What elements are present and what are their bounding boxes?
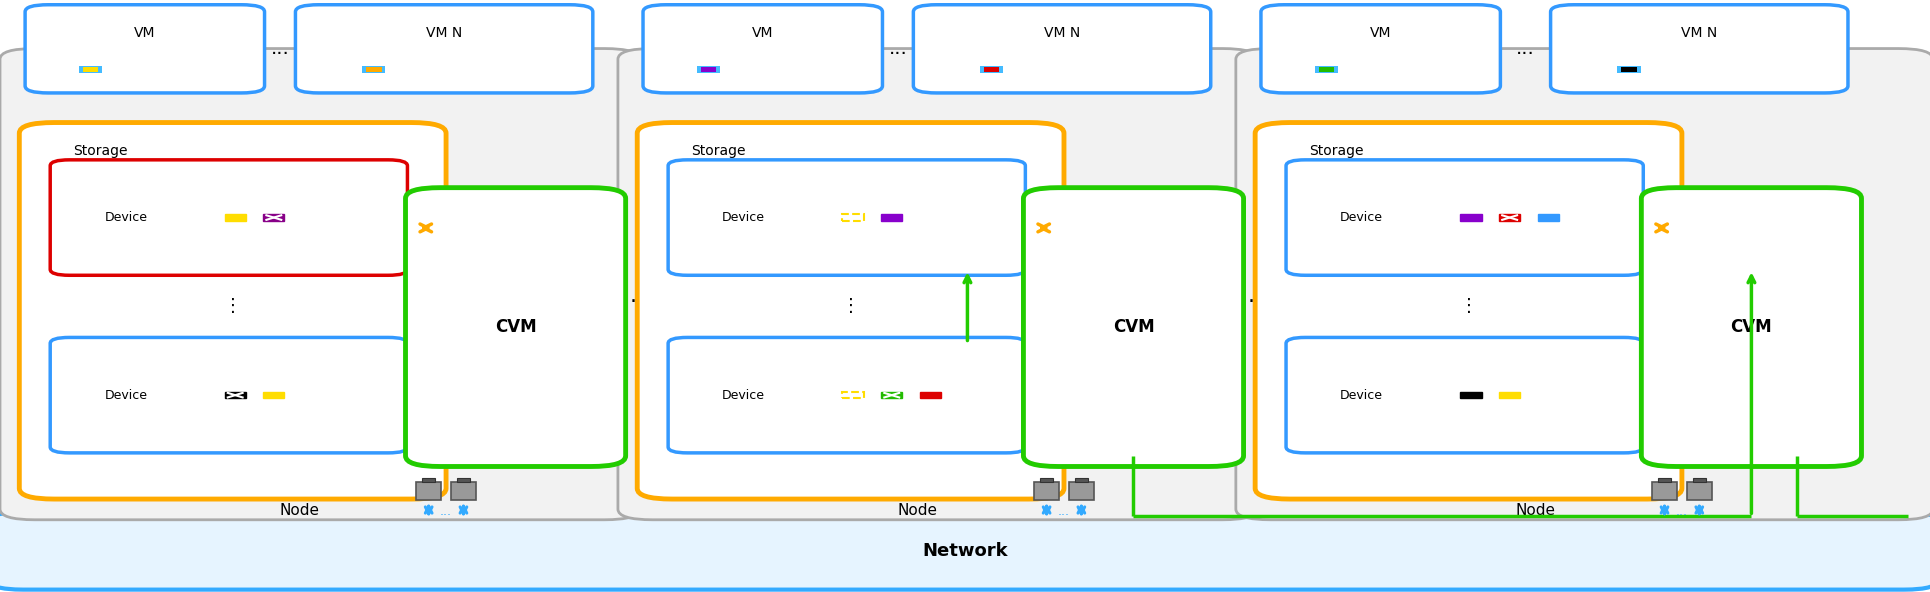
Text: ⋮: ⋮ [1459, 297, 1476, 316]
Bar [1459, 214, 1480, 221]
Bar [1617, 66, 1640, 73]
Text: Node: Node [897, 503, 936, 518]
Text: Device: Device [104, 211, 147, 224]
Bar [1498, 392, 1519, 398]
Text: CVM: CVM [494, 318, 537, 336]
Bar [980, 66, 1004, 73]
FancyBboxPatch shape [50, 337, 407, 453]
Bar [1034, 482, 1060, 500]
Bar [1536, 214, 1558, 221]
FancyBboxPatch shape [0, 512, 1930, 590]
Text: Device: Device [1339, 211, 1382, 224]
Bar [697, 66, 720, 73]
FancyBboxPatch shape [643, 5, 882, 93]
Bar [224, 214, 245, 221]
Text: ...: ... [888, 39, 907, 59]
FancyBboxPatch shape [668, 160, 1025, 275]
FancyBboxPatch shape [1260, 5, 1500, 93]
FancyBboxPatch shape [668, 337, 1025, 453]
Bar [701, 67, 716, 72]
Bar [262, 214, 284, 221]
FancyBboxPatch shape [913, 5, 1210, 93]
Text: ...: ... [440, 505, 452, 518]
FancyBboxPatch shape [1235, 49, 1930, 520]
FancyBboxPatch shape [618, 49, 1256, 520]
Bar [1069, 482, 1094, 500]
Bar [1459, 392, 1480, 398]
Text: ...: ... [270, 39, 290, 59]
Text: Storage: Storage [73, 144, 127, 158]
Text: Node: Node [1515, 503, 1554, 518]
Bar [363, 66, 386, 73]
Bar [455, 478, 471, 482]
Text: VM: VM [133, 25, 156, 40]
Bar [79, 66, 102, 73]
Bar [984, 67, 1000, 72]
Bar [841, 392, 863, 398]
Bar [83, 67, 98, 72]
FancyBboxPatch shape [1550, 5, 1847, 93]
Bar [880, 214, 901, 221]
Text: ⋮: ⋮ [841, 297, 859, 316]
FancyBboxPatch shape [19, 123, 446, 499]
Bar [1652, 482, 1675, 500]
FancyBboxPatch shape [295, 5, 593, 93]
FancyBboxPatch shape [1254, 123, 1681, 499]
Text: Device: Device [1339, 389, 1382, 401]
Text: ⋮: ⋮ [224, 297, 241, 316]
FancyBboxPatch shape [0, 49, 639, 520]
Bar [1314, 66, 1337, 73]
Bar [1498, 214, 1519, 221]
Text: Device: Device [104, 389, 147, 401]
Text: VM: VM [1368, 25, 1392, 40]
Bar [450, 482, 475, 500]
Text: VM N: VM N [427, 25, 461, 40]
Text: ...: ... [1235, 286, 1254, 306]
FancyBboxPatch shape [1285, 337, 1642, 453]
Text: ...: ... [1515, 39, 1534, 59]
Text: CVM: CVM [1729, 318, 1772, 336]
Text: CVM: CVM [1112, 318, 1154, 336]
Bar [224, 392, 245, 398]
Text: Node: Node [280, 503, 318, 518]
Text: VM: VM [751, 25, 774, 40]
Bar [421, 478, 434, 482]
Bar [1687, 482, 1712, 500]
Bar [367, 67, 382, 72]
Bar [1040, 478, 1054, 482]
Bar [1691, 478, 1706, 482]
Text: VM N: VM N [1681, 25, 1716, 40]
FancyBboxPatch shape [1285, 160, 1642, 275]
Bar [1656, 478, 1671, 482]
FancyBboxPatch shape [1640, 188, 1861, 466]
Text: Device: Device [722, 389, 764, 401]
Bar [919, 392, 940, 398]
Text: Network: Network [923, 542, 1007, 560]
Text: ...: ... [1058, 505, 1069, 518]
Text: ...: ... [618, 286, 637, 306]
Text: Storage: Storage [1309, 144, 1363, 158]
FancyBboxPatch shape [50, 160, 407, 275]
Bar [1318, 67, 1334, 72]
FancyBboxPatch shape [405, 188, 625, 466]
FancyBboxPatch shape [25, 5, 264, 93]
Text: ...: ... [1675, 505, 1687, 518]
FancyBboxPatch shape [637, 123, 1063, 499]
Text: Device: Device [722, 211, 764, 224]
FancyBboxPatch shape [1023, 188, 1243, 466]
Text: Storage: Storage [691, 144, 745, 158]
Bar [880, 392, 901, 398]
Bar [1075, 478, 1089, 482]
Bar [1621, 67, 1637, 72]
Bar [841, 214, 863, 221]
Bar [417, 482, 440, 500]
Text: VM N: VM N [1044, 25, 1079, 40]
Bar [262, 392, 284, 398]
